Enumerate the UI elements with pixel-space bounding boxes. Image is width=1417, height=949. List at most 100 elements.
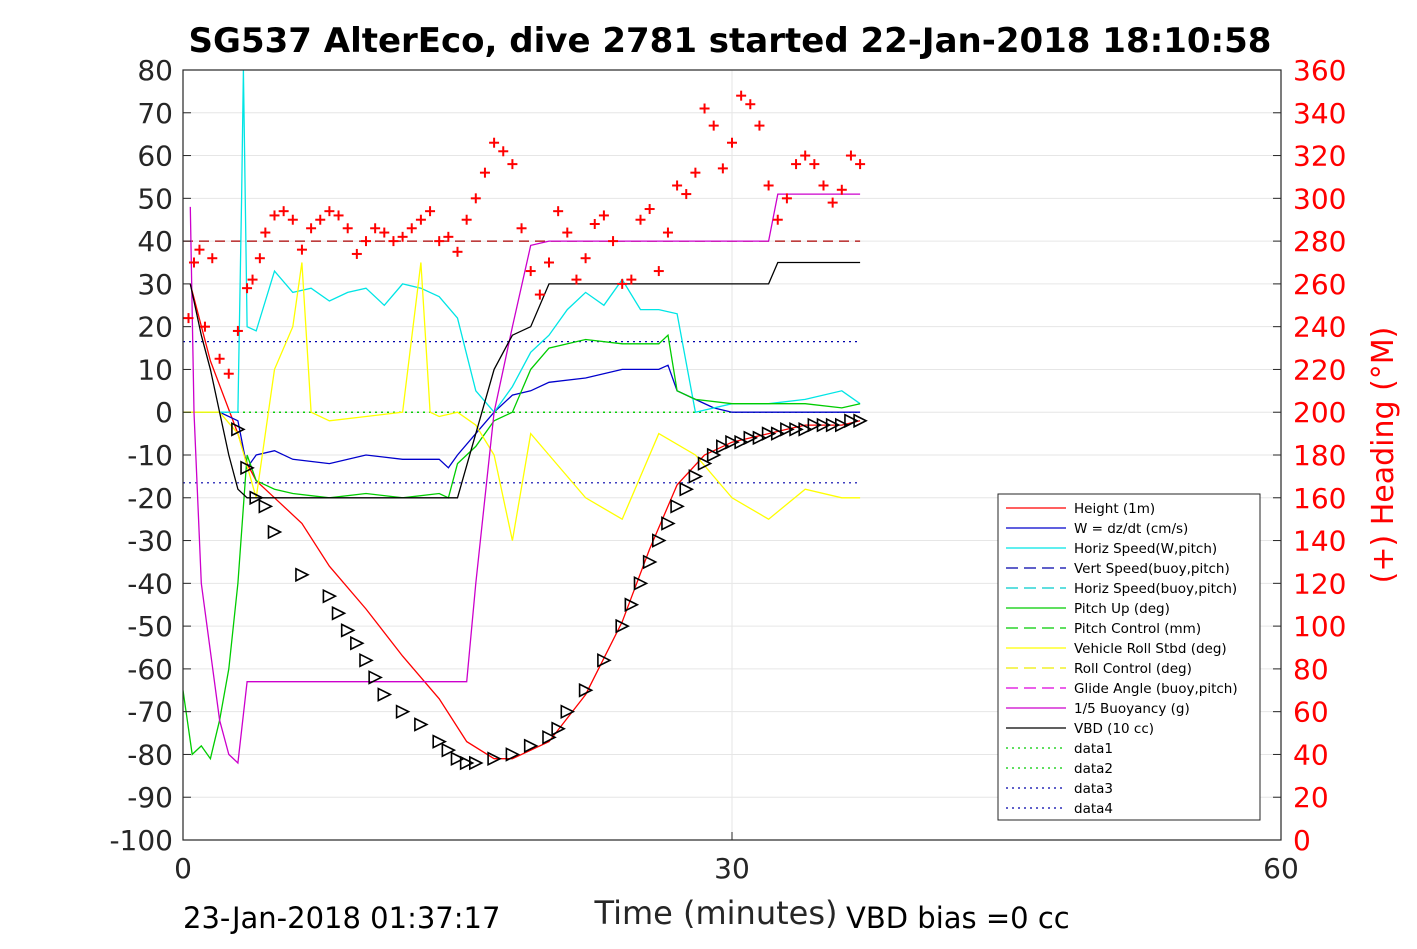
right-tick-label: 120	[1293, 567, 1346, 600]
series-line	[183, 262, 861, 541]
heading-point	[635, 214, 646, 225]
heading-point	[306, 223, 317, 234]
height-marker	[322, 588, 338, 604]
series-line	[189, 193, 861, 765]
heading-point	[333, 210, 344, 221]
legend-item: data1	[1006, 741, 1113, 757]
heading-point	[278, 206, 289, 217]
legend-item: Horiz Speed(W,pitch)	[1006, 541, 1217, 557]
heading-point	[544, 257, 554, 268]
height-marker	[459, 755, 475, 771]
legend-label: Glide Angle (buoy,pitch)	[1074, 681, 1238, 697]
height-marker	[350, 635, 365, 651]
heading-point	[199, 321, 210, 332]
left-tick-label: -100	[109, 824, 173, 857]
heading-point	[254, 253, 265, 264]
heading-point	[207, 253, 218, 264]
height-marker	[414, 717, 429, 732]
right-tick-label: 160	[1293, 482, 1346, 515]
heading-point	[772, 214, 783, 225]
heading-point	[351, 248, 362, 259]
right-tick-label: 100	[1293, 610, 1346, 643]
legend-item: Vert Speed(buoy,pitch)	[1006, 561, 1230, 577]
legend-label: VBD (10 cc)	[1074, 721, 1154, 737]
left-tick-label: -50	[127, 610, 173, 643]
x-tick-label: 30	[714, 852, 750, 885]
heading-point	[690, 167, 701, 178]
left-tick-label: -80	[127, 738, 173, 771]
legend-item: data2	[1006, 761, 1113, 777]
height-marker	[450, 751, 466, 767]
heading-point	[855, 159, 866, 170]
height-marker	[359, 653, 374, 668]
height-marker	[624, 597, 640, 613]
heading-point	[845, 150, 856, 161]
heading-point	[324, 206, 335, 217]
heading-point	[754, 120, 765, 131]
height-marker	[770, 426, 786, 441]
legend-item: Glide Angle (buoy,pitch)	[1006, 681, 1238, 697]
height-marker	[853, 413, 868, 429]
height-marker	[295, 567, 310, 583]
right-tick-label: 220	[1293, 353, 1346, 386]
legend-label: data2	[1074, 761, 1113, 777]
height-marker	[487, 751, 502, 767]
heading-point	[681, 189, 692, 200]
heading-point	[242, 283, 253, 294]
heading-point	[598, 210, 609, 221]
height-marker	[240, 460, 255, 476]
legend-label: Horiz Speed(buoy,pitch)	[1074, 581, 1237, 597]
right-tick-label: 140	[1293, 525, 1346, 558]
heading-point	[379, 227, 390, 238]
heading-point	[397, 231, 408, 242]
heading-point	[800, 150, 811, 161]
heading-point	[342, 223, 353, 234]
left-tick-label: -10	[127, 439, 173, 472]
height-marker	[761, 426, 777, 441]
left-tick-label: -20	[127, 482, 173, 515]
legend-label: Roll Control (deg)	[1074, 661, 1192, 677]
heading-point	[571, 274, 582, 285]
height-marker	[578, 682, 594, 698]
left-tick-label: 10	[137, 353, 173, 386]
heading-point	[461, 214, 472, 225]
heading-point	[553, 206, 564, 217]
height-marker	[377, 687, 393, 702]
legend-item: VBD (10 cc)	[1006, 721, 1154, 737]
legend-label: Height (1m)	[1074, 501, 1155, 517]
series-line	[189, 261, 861, 499]
heading-point	[452, 246, 463, 257]
heading-point	[608, 236, 619, 247]
heading-point	[247, 274, 258, 285]
heading-point	[562, 227, 573, 238]
legend-label: Pitch Control (mm)	[1074, 621, 1201, 637]
right-axis-label: (+) Heading (°M)	[1366, 327, 1401, 584]
plot-area	[183, 70, 868, 771]
heading-point	[617, 278, 628, 289]
height-marker	[734, 434, 749, 450]
heading-point	[736, 90, 747, 101]
series-line	[183, 70, 861, 414]
left-tick-label: -70	[127, 696, 173, 729]
right-tick-label: 340	[1293, 97, 1346, 130]
right-tick-label: 360	[1293, 54, 1346, 87]
right-tick-label: 0	[1293, 824, 1311, 857]
height-marker	[697, 456, 713, 471]
left-tick-label: 50	[137, 182, 173, 215]
height-marker	[752, 430, 768, 446]
height-marker	[597, 653, 612, 668]
left-tick-label: 0	[155, 396, 173, 429]
heading-point	[434, 236, 445, 247]
heading-point	[361, 236, 371, 247]
heading-point	[745, 99, 756, 110]
right-tick-label: 280	[1293, 225, 1346, 258]
legend-item: Pitch Control (mm)	[1006, 621, 1201, 637]
height-marker	[780, 422, 795, 437]
right-tick-label: 240	[1293, 311, 1346, 344]
heading-point	[818, 180, 829, 191]
legend: Height (1m) W = dz/dt (cm/s) Horiz Speed(W…	[997, 493, 1261, 821]
left-tick-label: 60	[137, 140, 173, 173]
right-tick-label: 200	[1293, 396, 1346, 429]
legend-item: data4	[1006, 801, 1113, 817]
